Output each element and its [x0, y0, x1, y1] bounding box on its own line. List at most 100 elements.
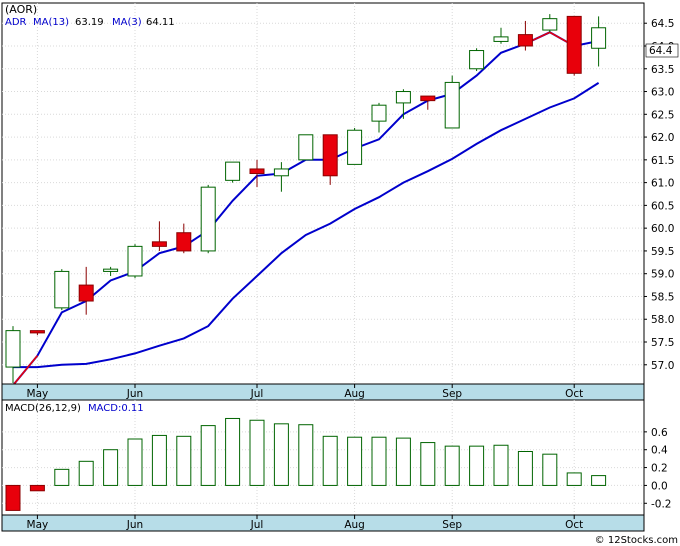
macd-bar — [103, 449, 119, 486]
price-x-tick-label: Jul — [250, 388, 264, 400]
macd-bar — [322, 435, 338, 486]
candlesticks — [5, 14, 607, 383]
macd-y-tick-label: 0.0 — [651, 480, 668, 492]
macd-x-tick-label: Oct — [565, 519, 583, 531]
candle-up — [347, 129, 363, 165]
candle-down — [249, 168, 265, 175]
macd-bar — [493, 444, 509, 486]
macd-bar-negative — [5, 484, 21, 511]
candle-up — [127, 245, 143, 277]
legend-ma3-value: 64.11 — [146, 17, 175, 28]
price-y-tick-label: 62.0 — [651, 132, 674, 144]
macd-bar — [347, 436, 363, 486]
candle-up — [395, 91, 411, 104]
candle-up — [444, 81, 460, 129]
price-x-tick-label: Aug — [344, 388, 365, 400]
price-x-axis-band — [1, 383, 645, 401]
price-y-tick-label: 62.5 — [651, 109, 674, 121]
macd-bars — [5, 417, 607, 511]
candle-up — [273, 168, 289, 177]
macd-y-tick-label: 0.2 — [651, 463, 668, 475]
macd-x-tick-label: Jun — [126, 519, 143, 531]
macd-bar — [225, 417, 241, 486]
legend-ma3-label: MA(3) — [112, 17, 142, 28]
candle-up — [591, 27, 607, 49]
candle-down — [566, 15, 582, 74]
macd-bar-negative — [29, 484, 45, 492]
last-price-tag: 64.4 — [645, 43, 679, 58]
macd-x-tick-label: Aug — [344, 519, 365, 531]
price-y-tick-label: 63.0 — [651, 87, 674, 99]
macd-bar — [566, 472, 582, 486]
legend-series: ADR — [5, 17, 27, 28]
candle-down — [29, 330, 45, 334]
candle-up — [542, 18, 558, 31]
macd-y-tick-label: 0.6 — [651, 427, 668, 439]
ma3-connector — [12, 355, 39, 386]
price-y-axis: 57.0 57.5 58.0 58.5 59.0 59.5 60.0 60.5 61.0 61.5… — [644, 18, 674, 372]
macd-bar — [78, 460, 94, 486]
macd-bar — [249, 419, 265, 486]
macd-bar — [151, 434, 167, 486]
candle-up — [225, 161, 241, 181]
macd-bar — [591, 475, 607, 486]
macd-bar — [469, 445, 485, 486]
macd-bar — [273, 423, 289, 486]
candle-down — [517, 34, 533, 47]
price-y-tick-label: 59.0 — [651, 269, 674, 281]
candle-up — [371, 104, 387, 122]
price-y-tick-label: 61.0 — [651, 178, 674, 190]
macd-title: MACD(26,12,9) — [5, 403, 81, 414]
macd-bar — [444, 445, 460, 486]
ticker-title: (AOR) — [5, 3, 37, 16]
candle-down — [176, 232, 192, 252]
macd-bar — [176, 435, 192, 486]
macd-bar — [517, 451, 533, 486]
ma13-line — [13, 82, 600, 369]
price-y-tick-label: 61.5 — [651, 155, 674, 167]
price-y-tick-label: 60.5 — [651, 200, 674, 212]
price-y-tick-label: 64.5 — [651, 18, 674, 30]
macd-bar — [127, 438, 143, 486]
price-x-tick-label: Oct — [565, 388, 583, 400]
candle-down — [151, 241, 167, 247]
price-y-tick-label: 58.5 — [651, 291, 674, 303]
price-x-tick-label: May — [27, 388, 49, 400]
macd-bar — [371, 436, 387, 486]
macd-x-tick-label: May — [27, 519, 49, 531]
macd-bar — [200, 425, 216, 486]
price-y-tick-label: 59.5 — [651, 246, 674, 258]
macd-bar — [542, 453, 558, 486]
price-x-tick-label: Sep — [442, 388, 462, 400]
candle-up — [298, 134, 314, 161]
price-x-tick-label: Jun — [126, 388, 143, 400]
price-y-tick-label: 57.0 — [651, 360, 674, 372]
candle-down — [420, 95, 436, 102]
footer-credit: © 12Stocks.com — [595, 535, 678, 546]
macd-bar — [298, 424, 314, 486]
price-panel — [1, 2, 645, 385]
macd-y-tick-label: 0.4 — [651, 445, 668, 457]
macd-bar — [420, 442, 436, 486]
macd-y-tick-label: -0.2 — [651, 498, 672, 510]
last-price-label: 64.4 — [649, 45, 673, 57]
price-y-tick-label: 60.0 — [651, 223, 674, 235]
candle-down — [322, 134, 338, 177]
price-y-tick-label: 57.5 — [651, 337, 674, 349]
legend-ma13-label: MA(13) — [33, 17, 69, 28]
macd-value: MACD:0.11 — [88, 403, 144, 414]
candle-up — [469, 50, 485, 70]
candle-up — [5, 330, 21, 368]
macd-x-axis: May Jun Jul Aug Sep Oct — [27, 515, 583, 531]
price-y-tick-label: 63.5 — [651, 64, 674, 76]
candle-up — [493, 36, 509, 42]
candle-up — [200, 186, 216, 252]
macd-y-axis: -0.2 0.0 0.2 0.4 0.6 — [644, 427, 672, 510]
candle-up — [103, 268, 119, 272]
macd-bar — [54, 468, 70, 486]
candle-down — [78, 284, 94, 302]
macd-x-tick-label: Jul — [250, 519, 264, 531]
macd-x-tick-label: Sep — [442, 519, 462, 531]
macd-x-axis-band — [1, 514, 645, 532]
